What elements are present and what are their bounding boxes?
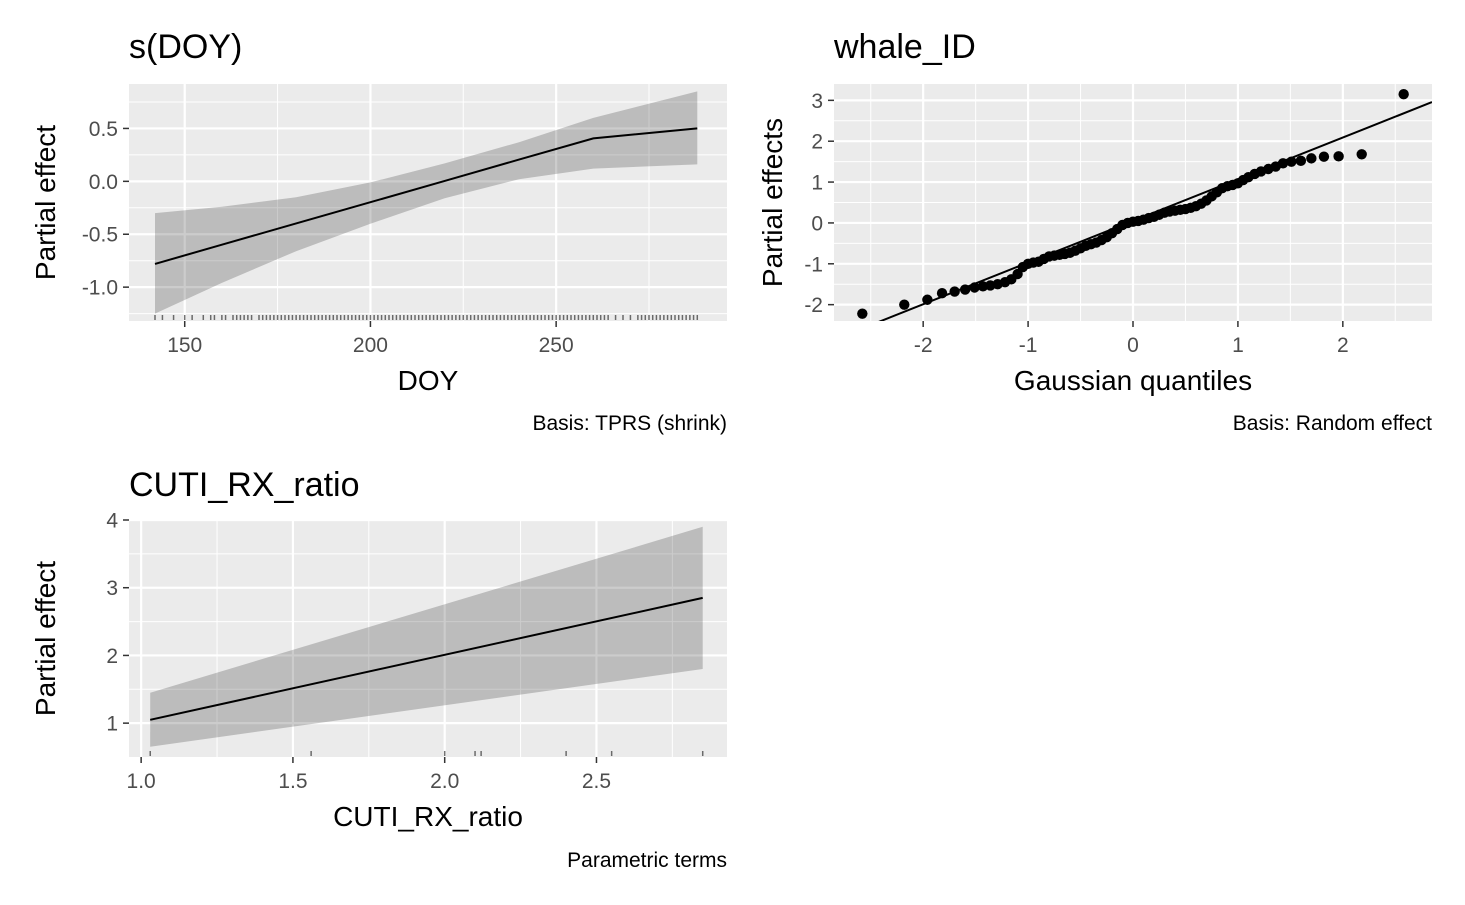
x-tick-label: 2.5 <box>582 770 611 793</box>
grid-lines <box>834 84 1432 321</box>
data-point <box>1295 155 1307 167</box>
data-point <box>1333 151 1344 162</box>
x-tick-label: 1.5 <box>278 770 307 793</box>
y-tick-label: -2 <box>804 294 823 317</box>
panel-whale-id: whale_ID -2 -1 0 1 2 -2 -1 0 1 2 3 Gaussian quanti… <box>757 28 1432 435</box>
data-point <box>899 299 910 310</box>
y-tick-label: -0.5 <box>82 224 118 247</box>
data-point <box>857 308 868 319</box>
x-tick-label: -2 <box>914 334 933 357</box>
x-tick-label: 250 <box>539 334 574 357</box>
points <box>857 89 1409 319</box>
rug <box>149 751 704 756</box>
lines <box>154 127 698 265</box>
plot-background <box>129 84 727 321</box>
data-point <box>949 286 960 297</box>
confidence-ribbon <box>150 526 703 747</box>
data-point <box>969 282 980 293</box>
data-point <box>936 288 948 299</box>
panel-title: s(DOY) <box>129 28 242 66</box>
data-point <box>1356 149 1367 160</box>
lines <box>149 596 703 721</box>
ticks: 150 200 250 -1.0 -0.5 0.0 0.5 <box>82 118 574 357</box>
x-tick-label: 1 <box>1232 334 1244 357</box>
y-tick-label: 1 <box>811 172 823 195</box>
fitted-line <box>149 596 703 721</box>
data-point <box>1277 158 1289 169</box>
x-tick-label: 200 <box>353 334 388 357</box>
y-tick-label: 1 <box>106 713 118 736</box>
ticks: 1.0 1.5 2.0 2.5 1 2 3 4 <box>106 510 611 794</box>
y-axis-title: Partial effects <box>757 118 788 287</box>
rug <box>154 315 699 320</box>
y-tick-label: 4 <box>106 510 118 533</box>
y-tick-label: 0.5 <box>89 118 118 141</box>
x-axis-title: CUTI_RX_ratio <box>333 801 523 832</box>
x-tick-label: 0 <box>1127 334 1139 357</box>
y-axis-title: Partial effect <box>30 125 61 280</box>
y-tick-label: 3 <box>106 577 118 600</box>
x-tick-label: 1.0 <box>127 770 156 793</box>
grid-lines <box>129 518 727 757</box>
x-axis-title: DOY <box>398 365 459 396</box>
data-point <box>1306 153 1317 164</box>
caption: Basis: TPRS (shrink) <box>533 412 728 435</box>
ribbons <box>150 526 703 747</box>
y-tick-label: 0.0 <box>89 171 118 194</box>
y-tick-label: 2 <box>811 131 823 154</box>
y-tick-label: 0 <box>811 212 823 235</box>
x-tick-label: 150 <box>167 334 202 357</box>
y-tick-label: 2 <box>106 645 118 668</box>
panel-title: whale_ID <box>833 28 976 66</box>
x-axis-title: Gaussian quantiles <box>1014 365 1252 396</box>
ticks: -2 -1 0 1 2 -2 -1 0 1 2 3 <box>804 90 1348 357</box>
data-point <box>959 284 971 295</box>
panel-s-doy: s(DOY) 150 200 250 -1.0 -0.5 0.0 0.5 DOY Parti… <box>30 28 727 435</box>
caption: Basis: Random effect <box>1233 412 1432 435</box>
fitted-line <box>154 127 698 265</box>
panel-cuti-rx-ratio: CUTI_RX_ratio 1.0 1.5 2.0 2.5 1 2 3 4 CUTI_RX_r… <box>30 466 727 872</box>
data-point <box>1398 89 1409 100</box>
plot-background <box>129 520 727 757</box>
y-tick-label: -1.0 <box>82 277 118 300</box>
data-point <box>1318 151 1330 162</box>
y-tick-label: 3 <box>811 90 823 113</box>
x-tick-label: 2.0 <box>430 770 459 793</box>
data-point <box>922 294 933 305</box>
panel-title: CUTI_RX_ratio <box>129 466 360 504</box>
x-tick-label: -1 <box>1019 334 1038 357</box>
data-point <box>1286 156 1297 167</box>
x-tick-label: 2 <box>1337 334 1349 357</box>
y-axis-title: Partial effect <box>30 561 61 716</box>
caption: Parametric terms <box>567 849 727 872</box>
y-tick-label: -1 <box>804 253 823 276</box>
